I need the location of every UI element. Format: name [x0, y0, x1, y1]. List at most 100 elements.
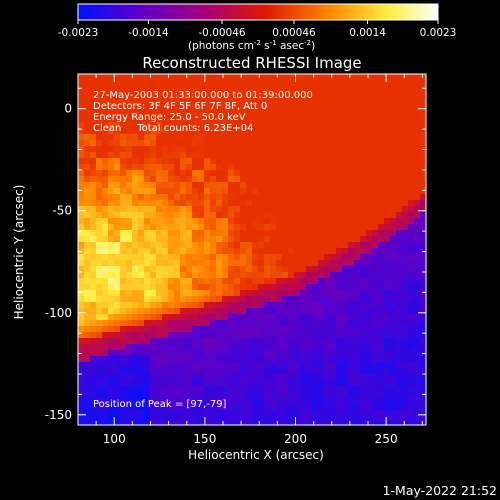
heatmap-cell [318, 74, 325, 81]
heatmap-cell [126, 206, 133, 213]
heatmap-cell [162, 278, 169, 285]
heatmap-cell [420, 176, 426, 183]
heatmap-cell [270, 248, 277, 255]
heatmap-cell [150, 296, 157, 303]
heatmap-cell [294, 140, 301, 147]
heatmap-cell [156, 278, 163, 285]
heatmap-cell [192, 122, 199, 129]
heatmap-cell [114, 200, 121, 207]
heatmap-cell [402, 374, 409, 381]
heatmap-cell [252, 374, 259, 381]
heatmap-cell [156, 194, 163, 201]
heatmap-cell [198, 164, 205, 171]
heatmap-cell [204, 92, 211, 99]
heatmap-cell [216, 320, 223, 327]
heatmap-cell [150, 272, 157, 279]
heatmap-cell [306, 260, 313, 267]
heatmap-cell [120, 326, 127, 333]
heatmap-cell [258, 314, 265, 321]
heatmap-cell [396, 74, 403, 81]
heatmap-cell [396, 314, 403, 321]
heatmap-cell [270, 218, 277, 225]
heatmap-cell [324, 266, 331, 273]
heatmap-cell [84, 176, 91, 183]
heatmap-cell [228, 284, 235, 291]
heatmap-cell [324, 98, 331, 105]
heatmap-cell [174, 296, 181, 303]
heatmap-cell [366, 308, 373, 315]
heatmap-cell [108, 314, 115, 321]
heatmap-cell [132, 224, 139, 231]
heatmap-cell [330, 260, 337, 267]
heatmap-cell [240, 74, 247, 81]
heatmap-cell [78, 212, 85, 219]
heatmap-cell [96, 302, 103, 309]
heatmap-cell [306, 164, 313, 171]
heatmap-cell [90, 218, 97, 225]
heatmap-cell [276, 362, 283, 369]
heatmap-cell [102, 230, 109, 237]
heatmap-cell [96, 86, 103, 93]
heatmap-cell [300, 380, 307, 387]
heatmap-cell [198, 218, 205, 225]
heatmap-cell [372, 206, 379, 213]
heatmap-cell [102, 212, 109, 219]
heatmap-cell [396, 410, 403, 417]
heatmap-cell [420, 374, 426, 381]
heatmap-cell [186, 182, 193, 189]
heatmap-cell [414, 206, 421, 213]
heatmap-cell [354, 110, 361, 117]
heatmap-cell [294, 404, 301, 411]
heatmap-cell [402, 176, 409, 183]
heatmap-cell [264, 188, 271, 195]
heatmap-cell [96, 92, 103, 99]
heatmap-cell [84, 416, 91, 423]
heatmap-cell [312, 272, 319, 279]
heatmap-cell [144, 236, 151, 243]
heatmap-cell [294, 350, 301, 357]
heatmap-cell [132, 362, 139, 369]
heatmap-cell [84, 356, 91, 363]
heatmap-cell [270, 308, 277, 315]
heatmap-cell [372, 86, 379, 93]
heatmap-cell [288, 356, 295, 363]
heatmap-cell [420, 302, 426, 309]
heatmap-cell [270, 236, 277, 243]
heatmap-cell [264, 350, 271, 357]
heatmap-cell [162, 422, 169, 425]
heatmap-cell [312, 188, 319, 195]
heatmap-cell [150, 410, 157, 417]
heatmap-cell [126, 80, 133, 87]
heatmap-cell [366, 422, 373, 425]
heatmap-cell [324, 218, 331, 225]
heatmap-cell [120, 74, 127, 81]
heatmap-cell [144, 140, 151, 147]
heatmap-cell [150, 392, 157, 399]
heatmap-cell [378, 248, 385, 255]
heatmap-cell [408, 356, 415, 363]
heatmap-cell [312, 314, 319, 321]
heatmap-cell [96, 422, 103, 425]
heatmap-cell [234, 254, 241, 261]
heatmap-cell [414, 302, 421, 309]
heatmap-cell [336, 344, 343, 351]
heatmap-cell [228, 374, 235, 381]
heatmap-cell [414, 350, 421, 357]
heatmap-cell [390, 350, 397, 357]
heatmap-cell [96, 152, 103, 159]
heatmap-cell [366, 368, 373, 375]
heatmap-cell [216, 80, 223, 87]
heatmap-cell [264, 236, 271, 243]
heatmap-cell [180, 218, 187, 225]
heatmap-cell [414, 314, 421, 321]
heatmap-cell [138, 248, 145, 255]
heatmap-cell [228, 410, 235, 417]
heatmap-cell [108, 422, 115, 425]
heatmap-cell [264, 170, 271, 177]
heatmap-cell [222, 146, 229, 153]
heatmap-cell [228, 224, 235, 231]
heatmap-cell [414, 362, 421, 369]
heatmap-cell [138, 128, 145, 135]
heatmap-cell [234, 338, 241, 345]
heatmap-cell [408, 80, 415, 87]
